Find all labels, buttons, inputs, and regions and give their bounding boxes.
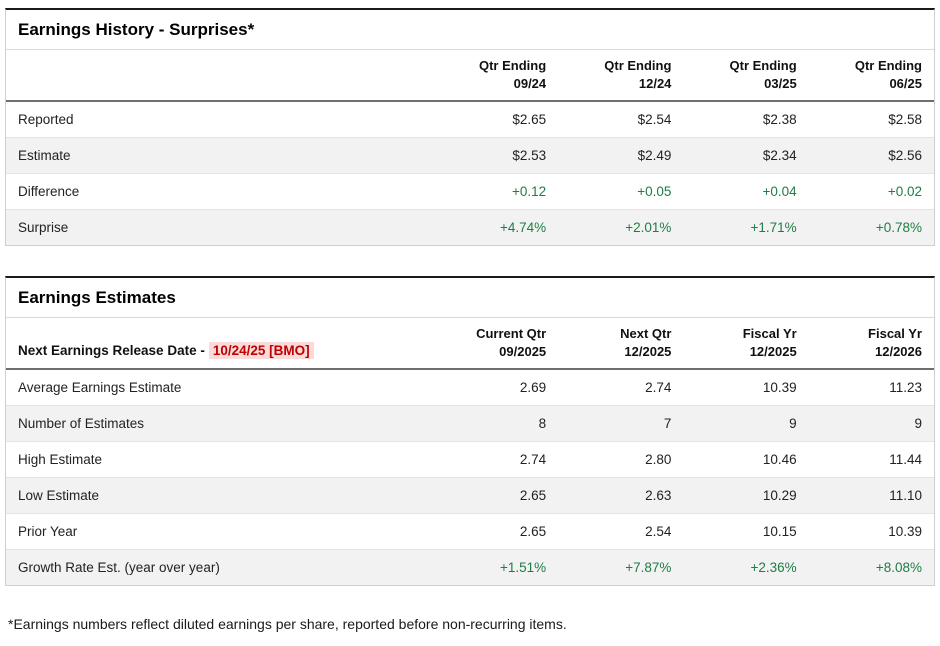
cell-value: $2.53 [432, 137, 559, 175]
row-label: Low Estimate [6, 477, 433, 515]
table-row-estimate: Estimate $2.53 $2.49 $2.34 $2.56 [6, 137, 934, 175]
cell-value: $2.34 [683, 137, 809, 175]
cell-value-positive: +0.04 [683, 173, 809, 211]
cell-value-positive: +7.87% [625, 560, 672, 576]
history-column-header-2: Qtr Ending 12/24 [558, 49, 684, 103]
cell-value: 10.15 [683, 513, 809, 551]
earnings-footnote: *Earnings numbers reflect diluted earnin… [8, 616, 567, 633]
table-row-difference: Difference +0.12 +0.05 +0.04 +0.02 [6, 173, 934, 211]
cell-value: 2.74 [558, 369, 684, 407]
table-row-surprise: Surprise +4.74% +2.01% +1.71% +0.78% [6, 209, 934, 246]
cell-value-positive: +1.71% [750, 220, 797, 236]
cell-value-positive: +4.74% [499, 220, 547, 236]
table-row-growth-rate: Growth Rate Est. (year over year) +1.51%… [6, 549, 934, 586]
table-row-number-of-estimates: Number of Estimates 8 7 9 9 [6, 405, 934, 443]
cell-value: 10.39 [683, 369, 809, 407]
column-header-line1: Qtr Ending [729, 58, 797, 73]
cell-value: 11.44 [808, 441, 934, 479]
cell-value: $2.49 [558, 137, 684, 175]
cell-value: 2.54 [558, 513, 684, 551]
cell-value: $2.58 [808, 101, 934, 139]
cell-value: 9 [683, 405, 809, 443]
cell-value: 2.80 [558, 441, 684, 479]
column-header-line1: Next Qtr [620, 326, 672, 342]
column-header-line1: Qtr Ending [478, 58, 547, 73]
release-date-value: 10/24/25 [BMO] [208, 341, 314, 359]
column-header-line1: Qtr Ending [854, 58, 922, 73]
history-column-header-1: Qtr Ending 09/24 [432, 49, 559, 103]
row-label: Prior Year [6, 513, 433, 551]
row-label: Reported [6, 101, 433, 139]
cell-value: $2.56 [808, 137, 934, 175]
history-column-header-4: Qtr Ending 06/25 [808, 49, 934, 103]
column-header-line1: Qtr Ending [604, 58, 672, 73]
history-column-header-3: Qtr Ending 03/25 [683, 49, 809, 103]
next-earnings-release-cell: Next Earnings Release Date -10/24/25 [BM… [6, 317, 433, 371]
column-header-line1: Fiscal Yr [868, 326, 922, 342]
column-header-line2: 06/25 [889, 75, 922, 91]
cell-value-positive: +8.08% [875, 560, 922, 576]
cell-value-positive: +0.78% [875, 220, 922, 236]
cell-value-positive: +2.01% [625, 220, 672, 236]
cell-value-positive: +0.05 [558, 173, 684, 211]
cell-value-positive: +0.02 [808, 173, 934, 211]
row-label: Estimate [6, 137, 433, 175]
cell-value: 11.10 [808, 477, 934, 515]
earnings-estimates-panel: Earnings Estimates Next Earnings Release… [5, 276, 935, 587]
column-header-line2: 12/2025 [749, 343, 797, 359]
column-header-line2: 12/2025 [624, 343, 672, 359]
release-date-label: Next Earnings Release Date - [18, 342, 205, 358]
cell-value: 2.74 [432, 441, 559, 479]
row-label: Difference [6, 173, 433, 211]
estimates-column-header-4: Fiscal Yr 12/2026 [808, 317, 934, 371]
cell-value: 2.69 [432, 369, 559, 407]
row-label: Growth Rate Est. (year over year) [18, 560, 220, 576]
cell-value: 2.63 [558, 477, 684, 515]
cell-value: 11.23 [808, 369, 934, 407]
estimates-column-header-3: Fiscal Yr 12/2025 [683, 317, 809, 371]
estimates-header-row: Next Earnings Release Date -10/24/25 [BM… [6, 317, 934, 371]
cell-value: $2.65 [432, 101, 559, 139]
table-row-reported: Reported $2.65 $2.54 $2.38 $2.58 [6, 101, 934, 139]
column-header-line2: 12/24 [638, 75, 672, 91]
column-header-line2: 03/25 [764, 75, 797, 91]
column-header-line1: Fiscal Yr [742, 326, 797, 342]
row-label: Surprise [18, 220, 69, 236]
table-row-prior-year: Prior Year 2.65 2.54 10.15 10.39 [6, 513, 934, 551]
earnings-history-panel: Earnings History - Surprises* Qtr Ending… [5, 8, 935, 247]
history-header-row: Qtr Ending 09/24 Qtr Ending 12/24 Qtr En… [6, 49, 934, 103]
estimates-column-header-2: Next Qtr 12/2025 [558, 317, 684, 371]
column-header-line2: 09/24 [513, 75, 547, 91]
cell-value: 9 [808, 405, 934, 443]
cell-value: 2.65 [432, 513, 559, 551]
cell-value: 10.29 [683, 477, 809, 515]
cell-value-positive: +0.12 [432, 173, 559, 211]
row-label: High Estimate [6, 441, 433, 479]
cell-value-positive: +1.51% [499, 560, 547, 576]
earnings-history-table: Qtr Ending 09/24 Qtr Ending 12/24 Qtr En… [6, 49, 934, 246]
earnings-estimates-table: Next Earnings Release Date -10/24/25 [BM… [6, 317, 934, 586]
table-row-high-estimate: High Estimate 2.74 2.80 10.46 11.44 [6, 441, 934, 479]
estimates-column-header-1: Current Qtr 09/2025 [432, 317, 559, 371]
cell-value: 8 [432, 405, 559, 443]
cell-value-positive: +2.36% [750, 560, 797, 576]
cell-value: 10.39 [808, 513, 934, 551]
table-row-average-estimate: Average Earnings Estimate 2.69 2.74 10.3… [6, 369, 934, 407]
column-header-line1: Current Qtr [476, 326, 547, 342]
cell-value: $2.54 [558, 101, 684, 139]
cell-value: 10.46 [683, 441, 809, 479]
earnings-estimates-title: Earnings Estimates [18, 288, 176, 308]
column-header-line2: 09/2025 [499, 343, 547, 359]
column-header-line2: 12/2026 [875, 343, 922, 359]
row-label: Number of Estimates [6, 405, 433, 443]
cell-value: 7 [558, 405, 684, 443]
table-row-low-estimate: Low Estimate 2.65 2.63 10.29 11.10 [6, 477, 934, 515]
history-header-empty-cell [6, 49, 433, 103]
page: Earnings History - Surprises* Qtr Ending… [5, 8, 935, 633]
cell-value: 2.65 [432, 477, 559, 515]
row-label: Average Earnings Estimate [6, 369, 433, 407]
cell-value: $2.38 [683, 101, 809, 139]
earnings-history-title: Earnings History - Surprises* [18, 20, 255, 39]
